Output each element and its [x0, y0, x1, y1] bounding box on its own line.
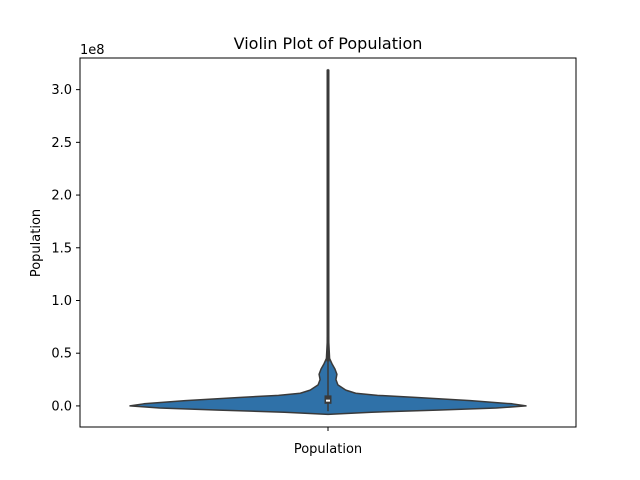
- y-tick-label: 1.5: [51, 241, 72, 256]
- y-axis-ticks: 0.0 0.5 1.0 1.5 2.0 2.5 3.0: [51, 83, 80, 414]
- y-tick-label: 3.0: [51, 83, 72, 98]
- y-axis-label: Population: [29, 209, 44, 277]
- x-tick-label: Population: [294, 442, 362, 457]
- chart-title: Violin Plot of Population: [234, 34, 423, 53]
- y-tick-label: 0.0: [51, 399, 72, 414]
- violin-group: [129, 68, 527, 416]
- y-tick-label: 1.0: [51, 294, 72, 309]
- median-marker: [326, 399, 330, 402]
- box-iqr: [324, 395, 332, 404]
- y-tick-label: 2.0: [51, 189, 72, 204]
- y-axis-offset-label: 1e8: [80, 43, 105, 58]
- y-tick-label: 0.5: [51, 347, 72, 362]
- y-tick-label: 2.5: [51, 136, 72, 151]
